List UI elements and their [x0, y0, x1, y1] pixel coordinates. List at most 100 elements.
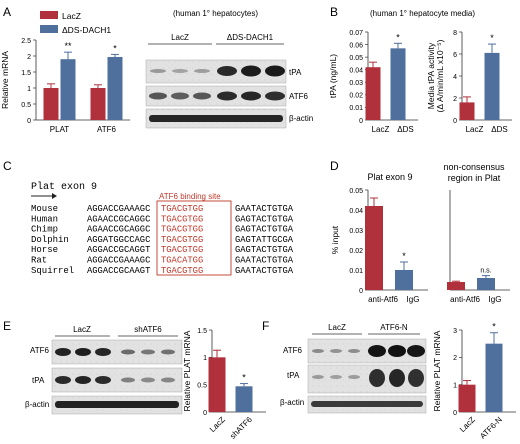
bar	[458, 384, 476, 412]
sequence-left: AGGACCGCAAGT	[87, 266, 150, 276]
y-tick-label: 1	[453, 382, 457, 389]
sequence-site: TGACGTGG	[161, 235, 203, 245]
y-tick-label: 0.06	[349, 42, 363, 49]
bar	[390, 48, 406, 120]
significance-label: *	[492, 322, 496, 332]
sequence-site: TGACATGG	[161, 256, 203, 266]
bar	[208, 357, 226, 412]
significance-label: *	[490, 33, 494, 43]
y-tick-label: 2	[453, 355, 457, 362]
chip-title-nonconsensus-1: non-consensus	[443, 162, 505, 172]
chart-d2: anti-Atf6 n.s. IgG	[447, 190, 510, 304]
blot-band	[311, 401, 423, 407]
significance-label: n.s.	[480, 268, 491, 275]
blot-strip-atf6	[51, 339, 183, 365]
bar	[43, 88, 59, 120]
bar	[60, 59, 76, 120]
y-tick-label: 0.5	[197, 382, 207, 389]
blot-band	[407, 345, 425, 357]
x-tick-label: anti-Atf6	[450, 295, 480, 304]
blot-label-atf6: ATF6	[30, 346, 50, 355]
blot-band	[369, 369, 385, 387]
y-tick-label: 0	[359, 288, 363, 295]
species-label: Horse	[31, 245, 58, 255]
blot-header-lacz: LacZ	[73, 325, 91, 334]
panel-letter-c: C	[3, 159, 12, 173]
sequence-site: TGACGTGG	[161, 214, 203, 224]
panel-letter-f: F	[262, 319, 269, 333]
blot-band	[55, 376, 71, 384]
bar	[107, 56, 123, 120]
y-tick-label: 0	[453, 118, 457, 125]
y-tick-label: 0	[203, 410, 207, 417]
blot-band	[161, 349, 175, 355]
blot-header-dach1: ΔDS-DACH1	[227, 33, 274, 42]
x-tick-label: ΔDS	[397, 125, 413, 134]
y-axis-label: % input	[330, 225, 340, 254]
species-label: Rat	[31, 256, 47, 266]
blot-band	[241, 91, 261, 101]
bar	[90, 88, 106, 120]
sequence-right: GAATACTGTGA	[235, 204, 294, 214]
blot-label-tpa: tPA	[289, 68, 302, 77]
chip-title-exon9: Plat exon 9	[367, 172, 412, 182]
blot-header-shatf6: shATF6	[134, 325, 162, 334]
sequence-right: GAGTACTGTGA	[235, 225, 294, 235]
sequence-left: AGAACCGCAGGC	[87, 214, 150, 224]
blot-band	[150, 69, 166, 73]
y-tick-label: 1.5	[197, 328, 207, 335]
x-tick-label: ΔDS	[491, 125, 507, 134]
blot-band	[149, 115, 283, 122]
sequence-right: GAATACTGTGA	[235, 256, 294, 266]
blot-strip-tpa	[51, 367, 183, 393]
blot-band	[171, 92, 189, 100]
y-axis-label: Relative PLAT mRNA	[182, 330, 192, 411]
species-label: Squirrel	[31, 266, 74, 276]
y-axis-label: tPA (ng/mL)	[328, 54, 338, 98]
y-tick-label: 0.03	[349, 80, 363, 87]
x-tick-label: IgG	[489, 295, 502, 304]
blot-strip-atf6	[307, 338, 427, 364]
y-tick-label: 0.5	[21, 102, 31, 109]
sequence-left: AGGACCGAAAGC	[87, 204, 150, 214]
blot-band	[95, 348, 111, 356]
blot-band	[330, 375, 342, 379]
bar	[484, 52, 500, 120]
legend-swatch-dach1	[40, 25, 58, 33]
blot-label-tpa: tPA	[287, 371, 300, 380]
blot-band	[193, 92, 211, 100]
blot-band	[330, 349, 342, 353]
blot-label-atf6: ATF6	[289, 92, 309, 101]
bar	[365, 67, 381, 120]
y-tick-label: 0.05	[349, 188, 363, 195]
y-tick-label: 0.01	[349, 105, 363, 112]
blot-band	[217, 66, 237, 76]
blot-strip-tpa	[145, 59, 287, 84]
y-tick-label: 0.03	[349, 228, 363, 235]
bar	[365, 206, 383, 290]
blot-band	[389, 369, 405, 387]
chart-e: 0 0.5 1 1.5 Relative PLAT mRNA LacZ * shATF6	[182, 328, 266, 441]
arrow-head-icon	[52, 193, 57, 199]
sequence-site: TGACGTGG	[161, 204, 203, 214]
bar	[235, 386, 253, 412]
y-tick-label: 0.04	[349, 208, 363, 215]
panel-letter-e: E	[3, 319, 11, 333]
binding-site-box	[156, 200, 232, 276]
y-tick-label: 3	[453, 328, 457, 335]
blot-band	[348, 375, 360, 379]
bar	[477, 278, 495, 290]
blot-band	[368, 345, 386, 357]
blot-band	[408, 369, 424, 387]
sequence-right: GAGTACTGTGA	[235, 245, 294, 255]
sequence-left: AGGACCGCAGGT	[87, 245, 150, 255]
blot-label-actin: β-actin	[289, 114, 313, 123]
chart-b2: 0 2 4 6 8 Media tPA activity (Δ A/min/mL x10⁻⁵…	[426, 30, 512, 134]
y-tick-label: 2	[453, 96, 457, 103]
panel-letter-b: B	[330, 5, 338, 19]
blot-band	[312, 349, 324, 353]
bar	[447, 282, 465, 290]
x-tick-label: IgG	[407, 295, 420, 304]
sequence-right: GAATACTGTGA	[235, 266, 294, 276]
